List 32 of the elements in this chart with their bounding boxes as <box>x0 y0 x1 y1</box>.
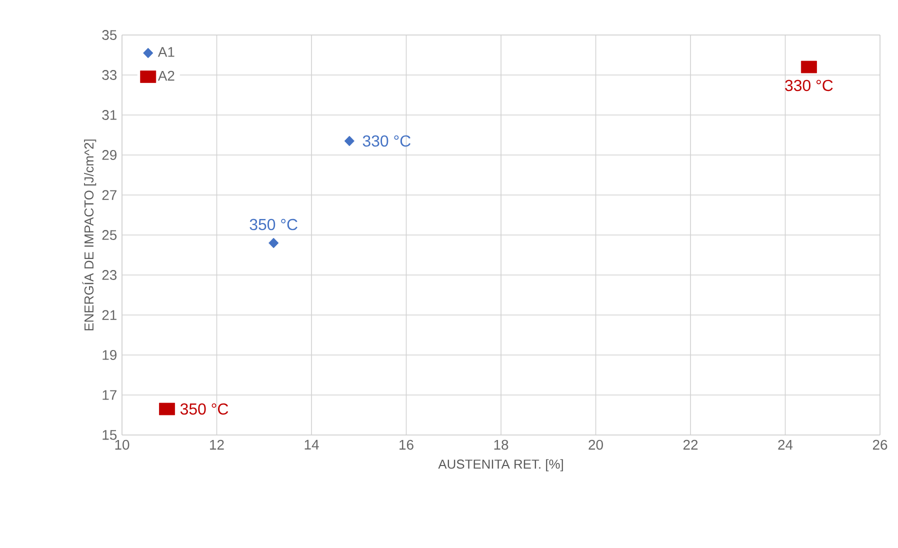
y-tick-label: 23 <box>102 270 117 280</box>
point <box>344 136 354 146</box>
x-tick-label: 20 <box>588 440 603 450</box>
annotation: 330 °C <box>785 80 833 92</box>
y-tick-label: 35 <box>102 30 117 40</box>
x-tick-label: 18 <box>494 440 508 450</box>
x-tick-label: 12 <box>210 440 224 450</box>
point <box>268 238 279 248</box>
x-tick-label: 14 <box>304 440 319 450</box>
x-tick-label: 16 <box>400 440 414 450</box>
y-tick-label: 31 <box>102 110 116 120</box>
annotation: 350 °C <box>180 403 228 415</box>
legend-label: A2 <box>158 70 174 81</box>
annotation: 330 °C <box>362 135 411 147</box>
legend-label: A1 <box>158 47 174 57</box>
annotation: 350 °C <box>250 218 298 230</box>
y-axis-title: ENERGÍA DE IMPACTO [J/cm^2] <box>82 140 96 330</box>
x-tick-label: 22 <box>683 440 698 450</box>
x-tick-label: 24 <box>778 440 793 450</box>
y-tick-label: 21 <box>102 310 116 320</box>
y-tick-label: 27 <box>102 190 116 200</box>
point <box>159 402 175 416</box>
y-tick-label: 19 <box>102 350 116 360</box>
y-tick-label: 15 <box>102 430 117 440</box>
x-axis-title: AUSTENITA RET. [%] <box>438 459 563 472</box>
y-tick-label: 17 <box>102 390 116 400</box>
x-tick-label: 26 <box>872 440 888 450</box>
y-tick-label: 33 <box>102 70 117 80</box>
point <box>800 60 817 74</box>
y-tick-label: 25 <box>102 230 117 240</box>
x-tick-label: 10 <box>115 440 130 450</box>
y-tick-label: 29 <box>102 150 116 160</box>
